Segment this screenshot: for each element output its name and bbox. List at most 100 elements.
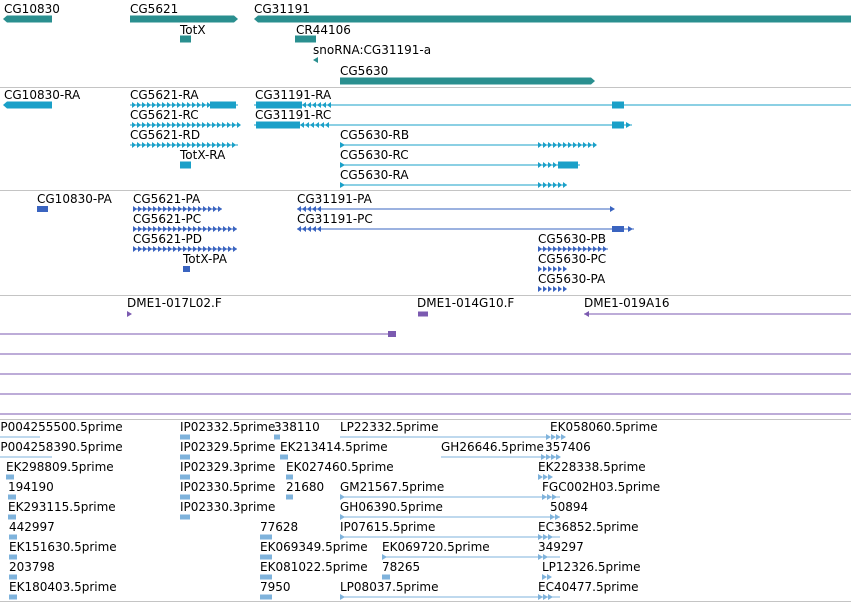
- est-label[interactable]: GM21567.5prime: [340, 480, 445, 494]
- feature-chevron[interactable]: [162, 102, 166, 108]
- feature-chevron[interactable]: [538, 246, 542, 252]
- feature-chevron[interactable]: [563, 286, 567, 292]
- est-marker[interactable]: [547, 574, 552, 580]
- feature-chevron[interactable]: [198, 226, 202, 232]
- est-label[interactable]: IP02330.3prime: [180, 500, 276, 514]
- feature-chevron[interactable]: [558, 246, 562, 252]
- est-marker[interactable]: [542, 494, 547, 500]
- feature-chevron[interactable]: [297, 226, 301, 232]
- feature-chevron[interactable]: [543, 246, 547, 252]
- feature-chevron[interactable]: [213, 206, 217, 212]
- est-block[interactable]: [180, 434, 190, 440]
- gene-label[interactable]: snoRNA:CG31191-a: [313, 43, 432, 57]
- est-marker[interactable]: [543, 534, 548, 540]
- est-block[interactable]: [260, 574, 272, 580]
- feature-chevron[interactable]: [543, 162, 547, 168]
- feature-chevron[interactable]: [177, 142, 181, 148]
- feature-chevron[interactable]: [538, 162, 542, 168]
- feature-chevron[interactable]: [142, 102, 146, 108]
- est-block[interactable]: [9, 574, 17, 580]
- est-block[interactable]: [6, 474, 14, 480]
- est-label[interactable]: 194190: [8, 480, 54, 494]
- feature-chevron[interactable]: [548, 142, 552, 148]
- feature-chevron[interactable]: [188, 206, 192, 212]
- protein-label[interactable]: CG5630-PC: [538, 252, 607, 266]
- transcript-glyph[interactable]: [180, 161, 191, 169]
- est-label[interactable]: GH06390.5prime: [340, 500, 443, 514]
- est-label[interactable]: 50894: [550, 500, 589, 514]
- feature-chevron[interactable]: [177, 122, 181, 128]
- feature-chevron[interactable]: [548, 182, 552, 188]
- feature-chevron[interactable]: [152, 102, 156, 108]
- feature-chevron[interactable]: [578, 246, 582, 252]
- feature-chevron[interactable]: [207, 102, 211, 108]
- feature-chevron[interactable]: [182, 122, 186, 128]
- est-label[interactable]: IP02332.5prime: [180, 420, 276, 434]
- feature-chevron[interactable]: [553, 182, 557, 188]
- feature-chevron[interactable]: [163, 226, 167, 232]
- feature-chevron[interactable]: [217, 142, 221, 148]
- feature-chevron[interactable]: [158, 246, 162, 252]
- est-label[interactable]: EK298809.5prime: [6, 460, 114, 474]
- feature-chevron[interactable]: [168, 226, 172, 232]
- feature-chevron[interactable]: [558, 266, 562, 272]
- feature-chevron[interactable]: [227, 122, 231, 128]
- transcript-label[interactable]: CG5630-RA: [340, 168, 409, 182]
- feature-chevron[interactable]: [317, 102, 321, 108]
- est-marker[interactable]: [555, 514, 560, 520]
- est-label[interactable]: IP02329.3prime: [180, 460, 276, 474]
- feature-chevron[interactable]: [187, 142, 191, 148]
- feature-chevron[interactable]: [222, 142, 226, 148]
- protein-label[interactable]: CG5630-PB: [538, 232, 607, 246]
- feature-chevron[interactable]: [173, 246, 177, 252]
- feature-chevron[interactable]: [543, 266, 547, 272]
- est-marker[interactable]: [340, 594, 345, 600]
- feature-chevron[interactable]: [203, 246, 207, 252]
- gene-glyph[interactable]: [180, 35, 191, 43]
- feature-chevron[interactable]: [198, 206, 202, 212]
- feature-chevron[interactable]: [178, 246, 182, 252]
- feature-chevron[interactable]: [192, 102, 196, 108]
- est-label[interactable]: RP004255500.5prime: [0, 420, 123, 434]
- feature-chevron[interactable]: [162, 122, 166, 128]
- feature-chevron[interactable]: [233, 246, 237, 252]
- feature-chevron[interactable]: [593, 246, 597, 252]
- feature-block[interactable]: [210, 101, 236, 109]
- feature-chevron[interactable]: [148, 246, 152, 252]
- feature-chevron[interactable]: [192, 122, 196, 128]
- clone-glyph[interactable]: [418, 311, 428, 317]
- feature-chevron[interactable]: [152, 142, 156, 148]
- est-block[interactable]: [180, 454, 190, 460]
- feature-marker[interactable]: [628, 226, 633, 232]
- feature-block[interactable]: [256, 121, 300, 129]
- feature-chevron[interactable]: [147, 102, 151, 108]
- est-block[interactable]: [9, 534, 17, 540]
- transcript-label[interactable]: CG5621-RD: [130, 128, 201, 142]
- est-label[interactable]: LP22332.5prime: [340, 420, 439, 434]
- feature-chevron[interactable]: [147, 122, 151, 128]
- feature-chevron[interactable]: [202, 142, 206, 148]
- protein-glyph[interactable]: [183, 266, 190, 272]
- feature-block[interactable]: [612, 121, 624, 129]
- feature-chevron[interactable]: [322, 102, 326, 108]
- feature-marker[interactable]: [626, 122, 631, 128]
- feature-chevron[interactable]: [153, 226, 157, 232]
- est-label[interactable]: GH26646.5prime: [441, 440, 544, 454]
- protein-label[interactable]: CG5621-PC: [133, 212, 202, 226]
- feature-chevron[interactable]: [203, 226, 207, 232]
- feature-chevron[interactable]: [137, 122, 141, 128]
- est-marker[interactable]: [538, 554, 543, 560]
- feature-chevron[interactable]: [563, 182, 567, 188]
- feature-marker[interactable]: [610, 206, 615, 212]
- feature-chevron[interactable]: [143, 246, 147, 252]
- feature-chevron[interactable]: [147, 142, 151, 148]
- est-block[interactable]: [274, 434, 280, 440]
- gene-glyph[interactable]: [340, 77, 595, 85]
- est-label[interactable]: EK293115.5prime: [8, 500, 116, 514]
- feature-chevron[interactable]: [305, 122, 309, 128]
- feature-chevron[interactable]: [163, 206, 167, 212]
- clone-label[interactable]: DME1-019A16: [584, 296, 670, 310]
- feature-chevron[interactable]: [307, 226, 311, 232]
- feature-marker[interactable]: [340, 182, 345, 188]
- gene-label[interactable]: CG10830: [4, 2, 60, 16]
